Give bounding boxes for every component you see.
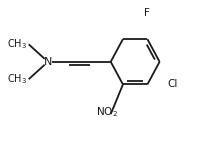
Text: Cl: Cl: [167, 80, 178, 89]
Text: CH$_3$: CH$_3$: [7, 72, 27, 86]
Text: N: N: [44, 57, 52, 67]
Text: NO$_2$: NO$_2$: [96, 106, 118, 119]
Text: CH$_3$: CH$_3$: [7, 37, 27, 51]
Text: F: F: [144, 8, 150, 18]
